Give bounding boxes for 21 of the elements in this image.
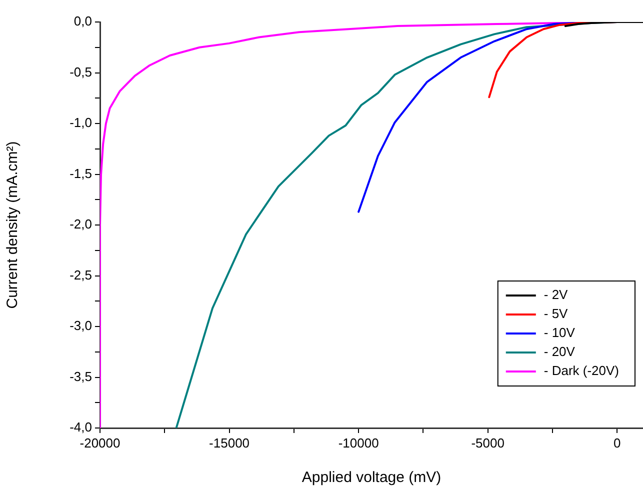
y-tick-label: 0,0	[74, 14, 92, 29]
x-tick-label: -10000	[338, 435, 379, 450]
y-tick-label: -3,5	[70, 368, 92, 384]
legend-label: - 10V	[544, 325, 576, 340]
y-tick-label: -0,5	[70, 64, 92, 80]
x-tick-label: -20000	[80, 435, 120, 450]
y-tick-label: -4,0	[70, 420, 92, 435]
y-tick-label: -1,0	[70, 115, 92, 130]
x-tick-label: 0	[614, 435, 621, 450]
legend-label: - 5V	[544, 306, 568, 322]
y-axis-title: Current density (mA.cm²)	[4, 141, 22, 309]
x-tick-label: -5000	[471, 435, 504, 450]
legend-label: - 20V	[544, 344, 576, 360]
legend-label: - Dark (-20V)	[544, 363, 620, 378]
y-tick-label: -3,0	[70, 318, 92, 334]
x-tick-label: -15000	[209, 435, 250, 450]
y-tick-label: -1,5	[70, 166, 92, 181]
y-tick-label: -2,0	[70, 216, 92, 232]
legend-label: - 2V	[544, 287, 568, 302]
y-tick-label: -2,5	[70, 267, 92, 282]
x-axis-title: Applied voltage (mV)	[302, 469, 442, 486]
